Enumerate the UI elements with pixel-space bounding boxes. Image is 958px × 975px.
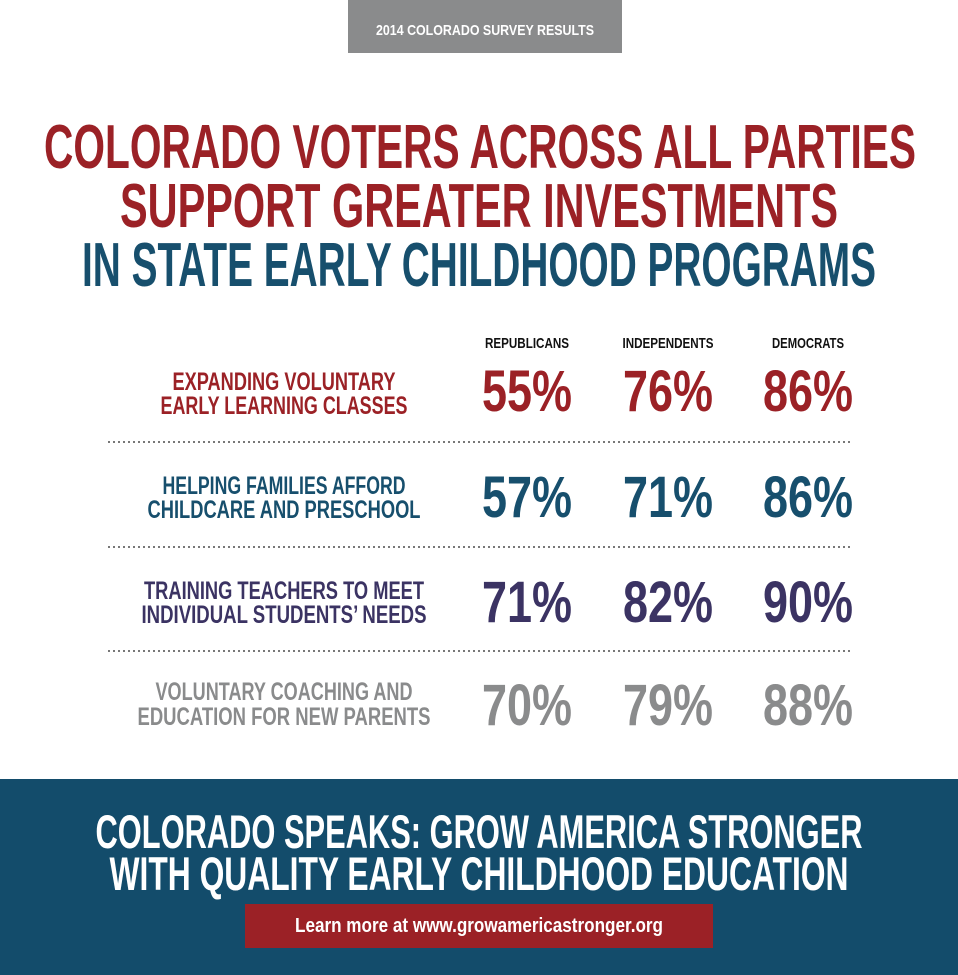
row-label: CHILDCARE AND PRESCHOOL bbox=[148, 496, 421, 524]
percent-value: 86% bbox=[763, 359, 853, 424]
row-label: EDUCATION FOR NEW PARENTS bbox=[138, 703, 431, 731]
footer-headline: COLORADO SPEAKS: GROW AMERICA STRONGER bbox=[96, 805, 863, 858]
percent-value: 79% bbox=[623, 673, 713, 738]
row-label: TRAINING TEACHERS TO MEET bbox=[144, 577, 424, 605]
column-header: DEMOCRATS bbox=[772, 335, 844, 352]
row-label: EARLY LEARNING CLASSES bbox=[161, 392, 408, 420]
percent-value: 76% bbox=[623, 359, 713, 424]
link-button[interactable] bbox=[245, 904, 713, 948]
row-label: INDIVIDUAL STUDENTS’ NEEDS bbox=[142, 601, 427, 629]
percent-value: 86% bbox=[763, 465, 853, 530]
percent-value: 57% bbox=[482, 465, 572, 530]
title-line: SUPPORT GREATER INVESTMENTS bbox=[120, 172, 838, 241]
percent-value: 71% bbox=[482, 570, 572, 635]
row-label: EXPANDING VOLUNTARY bbox=[173, 368, 396, 396]
column-header: REPUBLICANS bbox=[485, 335, 569, 352]
footer-headline: WITH QUALITY EARLY CHILDHOOD EDUCATION bbox=[110, 847, 849, 900]
column-header: INDEPENDENTS bbox=[623, 335, 714, 352]
percent-value: 71% bbox=[623, 465, 713, 530]
percent-value: 82% bbox=[623, 570, 713, 635]
percent-value: 90% bbox=[763, 570, 853, 635]
row-label: VOLUNTARY COACHING AND bbox=[156, 678, 413, 706]
percent-value: 55% bbox=[482, 359, 572, 424]
title-line: IN STATE EARLY CHILDHOOD PROGRAMS bbox=[82, 231, 876, 300]
percent-value: 70% bbox=[482, 673, 572, 738]
title-line: COLORADO VOTERS ACROSS ALL PARTIES bbox=[44, 113, 916, 182]
tag-box bbox=[348, 0, 622, 53]
tag: 2014 COLORADO SURVEY RESULTS bbox=[376, 22, 594, 39]
link-text[interactable]: Learn more at www.growamericastronger.or… bbox=[295, 915, 663, 937]
row-label: HELPING FAMILIES AFFORD bbox=[163, 472, 406, 500]
percent-value: 88% bbox=[763, 673, 853, 738]
